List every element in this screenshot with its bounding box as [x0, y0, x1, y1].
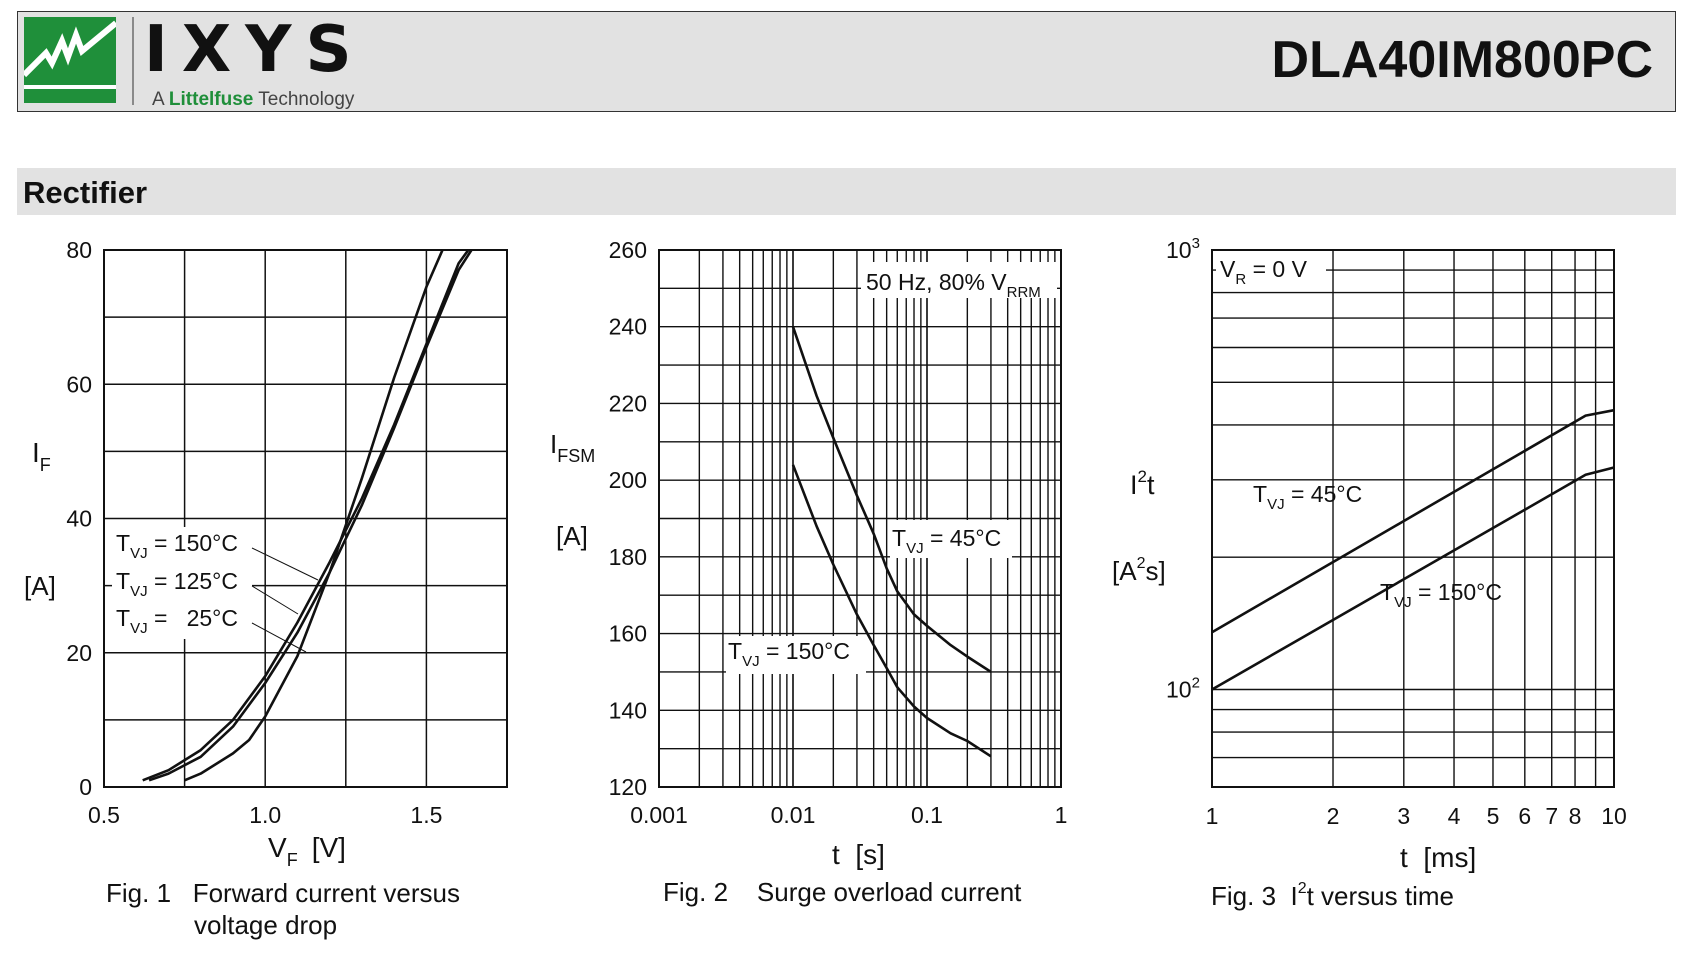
chart1-xtick-label: 1.5 [410, 802, 442, 828]
chart1-xlabel: VF [V] [268, 832, 346, 870]
chart2-annotation-bg [861, 262, 1057, 298]
chart1-leader-125 [251, 585, 299, 615]
chart1-xtick-label: 1.0 [249, 802, 281, 828]
chart1-frame [103, 249, 508, 788]
chart3-xtick-label: 1 [1206, 803, 1219, 829]
chart2-ytick-label: 220 [609, 390, 647, 416]
chart3-ytick-label: 103 [1166, 235, 1200, 263]
chart1-tick-labels: 0.5 1.0 1.5 0 20 40 60 80 [66, 237, 442, 828]
tagline-prefix: A [152, 89, 164, 110]
chart1-ylabel-unit: [A] [24, 571, 56, 601]
chart3-xtick-label: 8 [1569, 803, 1582, 829]
chart3-annotation: VR = 0 V [1220, 256, 1308, 288]
chart3-xtick-label: 4 [1448, 803, 1461, 829]
chart2-label150-bg [726, 636, 866, 674]
chart1-series [142, 249, 473, 782]
chart1-legend-bg [112, 527, 252, 639]
chart3-xtick-label: 2 [1327, 803, 1340, 829]
chart1-legend-125: TVJ = 125°C [116, 568, 238, 600]
section-title: Rectifier [23, 175, 148, 210]
chart1-series-line-0 [142, 249, 470, 782]
page-header: IXYS A Littelfuse Technology DLA40IM800P… [17, 11, 1676, 112]
chart2-label-45: TVJ = 45°C [892, 525, 1001, 557]
chart2-annotation: 50 Hz, 80% VRRM [866, 269, 1041, 301]
chart3-xtick-label: 3 [1397, 803, 1410, 829]
chart2-frame [658, 249, 1062, 788]
chart1-caption: Fig. 1 Forward current versus [106, 878, 460, 908]
chart2-ytick-label: 200 [609, 467, 647, 493]
chart3-caption: Fig. 3 I2t versus time [1211, 880, 1454, 911]
chart3-xlabel: t [ms] [1400, 842, 1476, 873]
chart1-ytick-label: 0 [79, 774, 92, 800]
chart2-label-150: TVJ = 150°C [728, 638, 850, 670]
chart2-ytick-label: 140 [609, 697, 647, 723]
chart3-series-line-0 [1211, 408, 1615, 634]
chart2-tick-labels: 0.001 0.01 0.1 1 120 140 160 180 200 220 240 260 [609, 237, 1068, 828]
chart3-ylabel-unit: [A2s] [1112, 555, 1166, 586]
chart-forward-current: 0.5 1.0 1.5 0 20 40 60 80 IF [A] VF [V] TVJ = 15… [24, 237, 508, 940]
chart1-leader-25 [251, 622, 307, 653]
chart2-ylabel-unit: [A] [556, 521, 588, 551]
chart2-series [791, 326, 992, 758]
chart2-ylabel: IFSM [550, 429, 595, 466]
chart1-ytick-label: 60 [66, 371, 92, 397]
tagline-brand: Littelfuse [168, 89, 254, 110]
chart3-xtick-label: 10 [1601, 803, 1627, 829]
chart3-tick-labels: 1 2 3 4 5 6 7 8 10 102 103 [1166, 235, 1627, 829]
chart1-legend-25: TVJ = 25°C [116, 605, 238, 637]
chart2-xtick-label: 0.01 [771, 802, 816, 828]
chart1-legend-150: TVJ = 150°C [116, 530, 238, 562]
chart3-xtick-label: 5 [1487, 803, 1500, 829]
chart3-annotation-bg [1216, 254, 1326, 288]
chart-i2t: VR = 0 V 1 2 3 4 5 6 7 8 10 102 103 TVJ = 45°C TVJ… [1112, 235, 1627, 911]
chart2-xtick-label: 1 [1055, 802, 1068, 828]
chart2-xlabel: t [s] [832, 839, 885, 870]
chart1-ytick-label: 20 [66, 640, 92, 666]
chart1-ylabel: IF [32, 437, 51, 475]
chart2-ytick-label: 120 [609, 774, 647, 800]
chart3-xtick-label: 7 [1545, 803, 1558, 829]
chart2-series-line-1 [791, 464, 992, 758]
chart2-ytick-label: 260 [609, 237, 647, 263]
chart1-series-line-1 [148, 249, 473, 782]
ixys-logo-icon [24, 17, 116, 103]
chart2-ytick-label: 240 [609, 314, 647, 340]
chart1-caption-line2: voltage drop [194, 910, 337, 940]
chart3-xtick-label: 6 [1518, 803, 1531, 829]
chart1-ytick-label: 40 [66, 506, 92, 532]
logo-divider [132, 17, 134, 105]
chart3-series-line-1 [1211, 466, 1615, 691]
brand-name: IXYS [144, 13, 366, 87]
chart2-ytick-label: 180 [609, 544, 647, 570]
chart1-series-line-2 [184, 249, 444, 782]
brand-tagline: A Littelfuse Technology [152, 89, 354, 111]
chart1-legend: TVJ = 150°C TVJ = 125°C TVJ = 25°C [112, 527, 319, 653]
chart2-grid [659, 250, 1061, 787]
chart2-xtick-label: 0.001 [630, 802, 688, 828]
chart3-series [1211, 408, 1615, 691]
chart2-series-line-0 [791, 326, 992, 673]
chart2-xtick-label: 0.1 [911, 802, 943, 828]
chart3-grid [1212, 250, 1614, 787]
chart1-grid [104, 250, 507, 787]
chart3-ylabel: I2t [1130, 467, 1155, 500]
part-number: DLA40IM800PC [1271, 31, 1653, 89]
chart1-ytick-label: 80 [66, 237, 92, 263]
chart3-ytick-label: 102 [1166, 674, 1200, 702]
chart1-xtick-label: 0.5 [88, 802, 120, 828]
chart2-ytick-label: 160 [609, 621, 647, 647]
chart3-frame [1211, 249, 1615, 788]
chart2-label45-bg [890, 520, 1012, 558]
tagline-suffix: Technology [258, 89, 355, 110]
chart2-caption: Fig. 2 Surge overload current [663, 877, 1022, 907]
section-header: Rectifier [17, 168, 1676, 215]
chart3-label-45: TVJ = 45°C [1253, 481, 1362, 513]
chart-surge-current: 50 Hz, 80% VRRM 0.001 0.01 0.1 1 120 140 160 18… [550, 237, 1067, 907]
chart3-label-150: TVJ = 150°C [1380, 579, 1502, 611]
chart1-leader-150 [251, 547, 319, 581]
